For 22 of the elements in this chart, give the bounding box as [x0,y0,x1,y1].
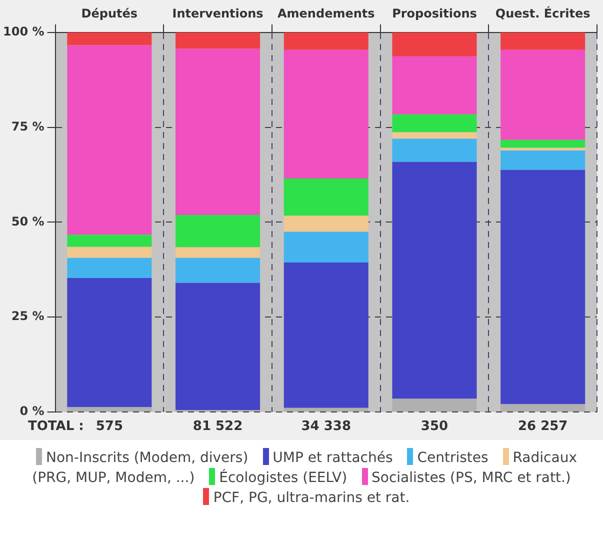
x-tick-label: Députés [81,6,138,20]
legend-label: Centristes [417,450,488,466]
x-tick-label: Interventions [172,6,264,20]
legend-label: Socialistes (PS, MRC et ratt.) [372,470,571,486]
legend-label: Non-Inscrits (Modem, divers) [46,450,248,466]
y-tick-label: 25 % [11,309,44,324]
legend-label: UMP et rattachés [272,450,393,466]
text: 81 522 [192,418,243,434]
x-tick-label: Propositions [392,6,477,20]
x-tick-label: Amendements [277,6,375,20]
y-tick-label: 100 % [3,24,44,39]
text: 575 [96,418,123,434]
legend-label: PCF, PG, ultra-marins et rat. [213,490,410,506]
text: 26 257 [518,418,568,434]
legend-label: Écologistes (EELV) [219,470,348,486]
text: 350 [420,418,448,434]
text: 34 338 [301,418,352,434]
y-tick-label: 0 % [20,404,44,418]
text: TOTAL : [28,418,84,434]
x-tick-label: Quest. Écrites [495,5,590,20]
y-tick-label: 50 % [11,214,44,228]
y-tick-label: 75 % [11,119,44,134]
